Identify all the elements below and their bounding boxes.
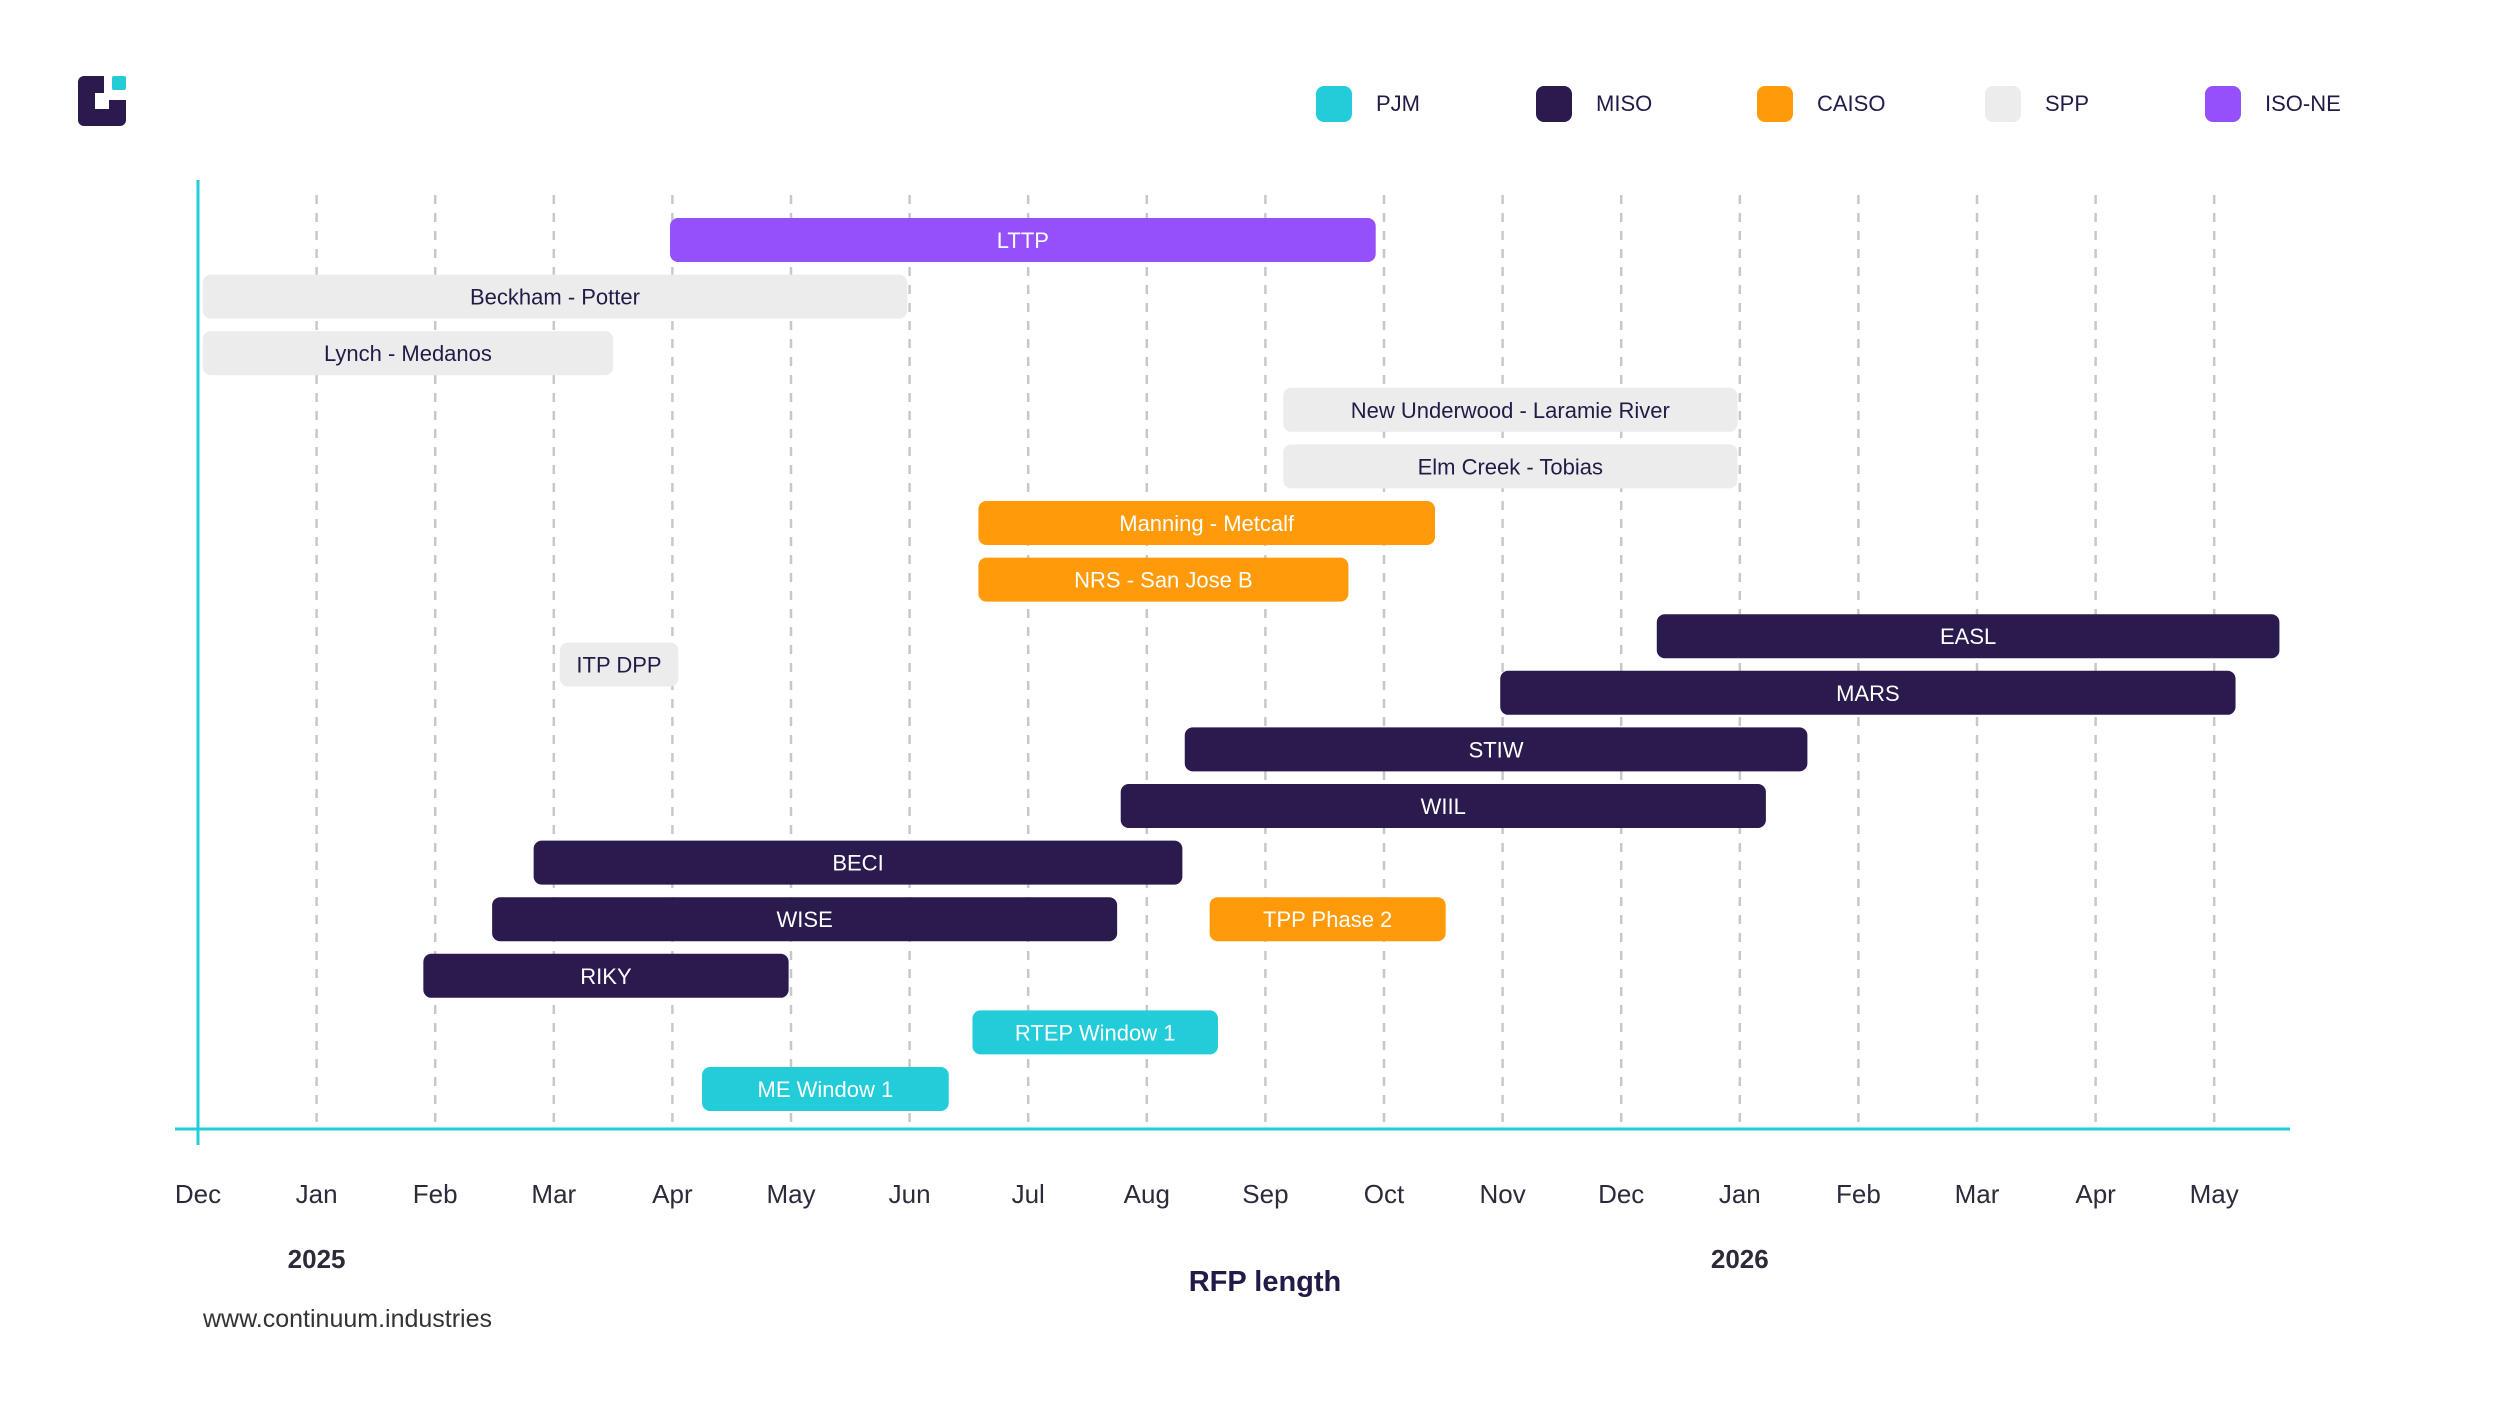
legend-swatch: [1985, 86, 2021, 122]
tick-label: Oct: [1364, 1179, 1405, 1209]
legend-item-miso: MISO: [1536, 86, 1652, 122]
gantt-bar: [1283, 444, 1738, 489]
tick-label: Nov: [1479, 1179, 1525, 1209]
legend-swatch: [1316, 86, 1352, 122]
gantt-bar-label: LTTP: [997, 228, 1049, 253]
gantt-bar-label: ME Window 1: [758, 1077, 894, 1102]
gantt-bar-label: NRS - San Jose B: [1074, 568, 1253, 593]
year-label: 2026: [1711, 1244, 1769, 1274]
legend-swatch: [2205, 86, 2241, 122]
legend-label: ISO-NE: [2265, 91, 2341, 116]
tick-label: Jul: [1012, 1179, 1045, 1209]
x-axis-title: RFP length: [1189, 1266, 1342, 1298]
gantt-bar-label: EASL: [1940, 624, 1996, 649]
legend-swatch: [1757, 86, 1793, 122]
gantt-bar: [202, 331, 614, 376]
gantt-bar: [1120, 784, 1766, 828]
tick-label: May: [766, 1179, 815, 1209]
tick-label: Feb: [1836, 1179, 1881, 1209]
tick-label: Aug: [1124, 1179, 1170, 1209]
tick-label: Jun: [889, 1179, 931, 1209]
tick-label: Dec: [1598, 1179, 1644, 1209]
gantt-bar-label: RIKY: [580, 964, 632, 989]
gantt-bar-label: Beckham - Potter: [470, 285, 640, 310]
tick-label: Dec: [175, 1179, 221, 1209]
tick-label: Apr: [2075, 1179, 2116, 1209]
tick-label: Apr: [652, 1179, 693, 1209]
year-label: 2025: [288, 1244, 346, 1274]
gantt-bar: [1184, 727, 1808, 772]
gantt-bar-label: STIW: [1469, 737, 1524, 762]
legend-label: MISO: [1596, 91, 1653, 116]
legend-label: SPP: [2045, 91, 2090, 116]
tick-label: Jan: [1719, 1179, 1761, 1209]
gantt-bar: [202, 274, 908, 319]
legend-item-iso-ne: ISO-NE: [2205, 86, 2341, 122]
gantt-bar: [1209, 897, 1446, 942]
gantt-bar: [559, 642, 679, 687]
gantt-bar-label: New Underwood - Laramie River: [1351, 398, 1670, 423]
legend-item-pjm: PJM: [1316, 86, 1420, 122]
gantt-bar: [492, 897, 1118, 942]
legend-item-spp: SPP: [1985, 86, 2089, 122]
gantt-bar: [978, 557, 1349, 602]
gantt-bar: [702, 1067, 949, 1111]
gantt-bar: [978, 501, 1435, 545]
gantt-bar-label: MARS: [1836, 681, 1900, 706]
legend-label: PJM: [1376, 91, 1420, 116]
gantt-bar-label: Lynch - Medanos: [324, 341, 492, 366]
legend-item-caiso: CAISO: [1757, 86, 1885, 122]
tick-label: Mar: [531, 1179, 576, 1209]
logo-mark: [78, 76, 126, 126]
gantt-bar-label: BECI: [832, 851, 883, 876]
gantt-bar: [423, 953, 789, 998]
legend: PJM MISO CAISO SPP ISO-NE: [0, 86, 2500, 126]
tick-label: May: [2190, 1179, 2239, 1209]
gantt-bar: [1283, 387, 1738, 432]
gantt-bar-label: Manning - Metcalf: [1119, 511, 1295, 536]
gantt-bar-label: WISE: [777, 907, 833, 932]
footer-url[interactable]: www.continuum.industries: [203, 1305, 493, 1333]
gantt-bar: [1656, 614, 2280, 659]
gantt-bar: [670, 218, 1376, 262]
tick-label: Sep: [1242, 1179, 1288, 1209]
gantt-bar-label: RTEP Window 1: [1015, 1020, 1176, 1045]
gantt-bar: [972, 1010, 1218, 1055]
gantt-bar-label: ITP DPP: [576, 653, 661, 678]
gantt-bar: [1500, 670, 2236, 715]
gantt-bar: [533, 840, 1183, 885]
tick-label: Feb: [413, 1179, 458, 1209]
gantt-bar-label: Elm Creek - Tobias: [1418, 454, 1603, 479]
gantt-bar-label: WIIL: [1421, 794, 1466, 819]
tick-label: Mar: [1955, 1179, 2000, 1209]
logo-accent-square: [112, 76, 126, 90]
gantt-bar-label: TPP Phase 2: [1263, 907, 1392, 932]
legend-swatch: [1536, 86, 1572, 122]
tick-label: Jan: [296, 1179, 338, 1209]
legend-label: CAISO: [1817, 91, 1886, 116]
brand-logo-icon: [78, 76, 128, 126]
